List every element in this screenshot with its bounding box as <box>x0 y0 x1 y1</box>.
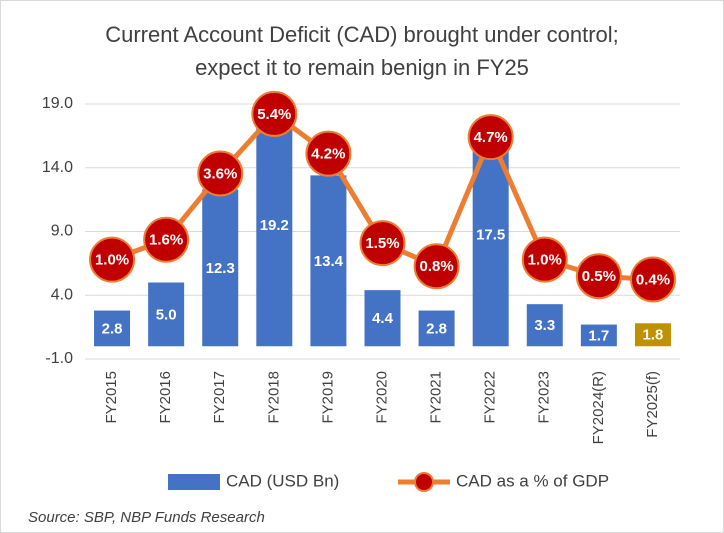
x-tick-label: FY2024(R) <box>590 371 607 444</box>
x-tick-label: FY2020 <box>373 371 390 424</box>
line-value-label: 4.7% <box>474 129 508 146</box>
y-tick-label: 9.0 <box>51 223 73 240</box>
bar-value-label: 1.8 <box>643 327 664 344</box>
legend-label: CAD as a % of GDP <box>456 471 609 490</box>
line-value-label: 1.0% <box>95 252 129 269</box>
y-tick-label: -1.0 <box>45 350 73 367</box>
bar-value-label: 19.2 <box>260 217 289 234</box>
line-value-label: 3.6% <box>203 166 237 183</box>
x-tick-label: FY2015 <box>103 371 120 424</box>
line-marker <box>521 236 568 283</box>
bar-value-label: 5.0 <box>156 306 177 323</box>
line-value-label: 1.6% <box>149 232 183 249</box>
line-marker <box>251 90 298 137</box>
line-marker <box>359 220 406 267</box>
line-value-label: 0.5% <box>582 268 616 285</box>
legend-swatch <box>414 472 434 492</box>
y-tick-label: 19.0 <box>42 95 73 112</box>
line-marker <box>305 130 352 177</box>
line-marker <box>413 243 460 290</box>
x-tick-label: FY2019 <box>319 371 336 424</box>
x-tick-label: FY2021 <box>428 371 445 424</box>
line-marker <box>467 114 514 161</box>
chart-title: expect it to remain benign in FY25 <box>195 55 529 80</box>
bar <box>148 282 185 347</box>
bar-value-label: 12.3 <box>206 260 235 277</box>
legend-swatch <box>168 474 220 490</box>
y-tick-label: 4.0 <box>51 286 73 303</box>
y-tick-label: 14.0 <box>42 159 73 176</box>
line-marker <box>89 236 136 283</box>
x-tick-label: FY2016 <box>157 371 174 424</box>
line-marker <box>629 256 676 303</box>
legend-label: CAD (USD Bn) <box>226 471 339 490</box>
line-marker <box>197 150 244 197</box>
bar-value-label: 2.8 <box>102 320 123 337</box>
bar-value-label: 13.4 <box>314 253 344 270</box>
bar <box>310 175 347 347</box>
line-value-label: 1.5% <box>365 235 399 252</box>
bar <box>94 310 131 347</box>
chart-title: Current Account Deficit (CAD) brought un… <box>105 22 619 47</box>
x-tick-label: FY2023 <box>536 371 553 424</box>
bar <box>580 324 617 347</box>
line-marker <box>143 216 190 263</box>
bar-value-label: 17.5 <box>476 227 505 244</box>
x-tick-label: FY2017 <box>211 371 228 424</box>
line-value-label: 1.0% <box>528 252 562 269</box>
bar <box>256 104 293 347</box>
bar <box>202 189 239 347</box>
bar <box>364 290 401 347</box>
line-value-label: 0.8% <box>419 258 453 275</box>
bar <box>634 323 671 347</box>
bar-value-label: 1.7 <box>588 327 609 344</box>
bar-value-label: 4.4 <box>372 310 394 327</box>
bar <box>526 304 563 347</box>
line-value-label: 4.2% <box>311 146 345 163</box>
bar-value-label: 2.8 <box>426 320 447 337</box>
line-value-label: 5.4% <box>257 106 291 123</box>
x-tick-label: FY2022 <box>482 371 499 424</box>
x-tick-label: FY2018 <box>265 371 282 424</box>
bar-value-label: 3.3 <box>534 317 555 334</box>
line-value-label: 0.4% <box>636 271 670 288</box>
source-note: Source: SBP, NBP Funds Research <box>28 509 265 526</box>
line-marker <box>575 253 622 300</box>
x-tick-label: FY2025(f) <box>644 371 661 438</box>
bar <box>418 310 455 347</box>
